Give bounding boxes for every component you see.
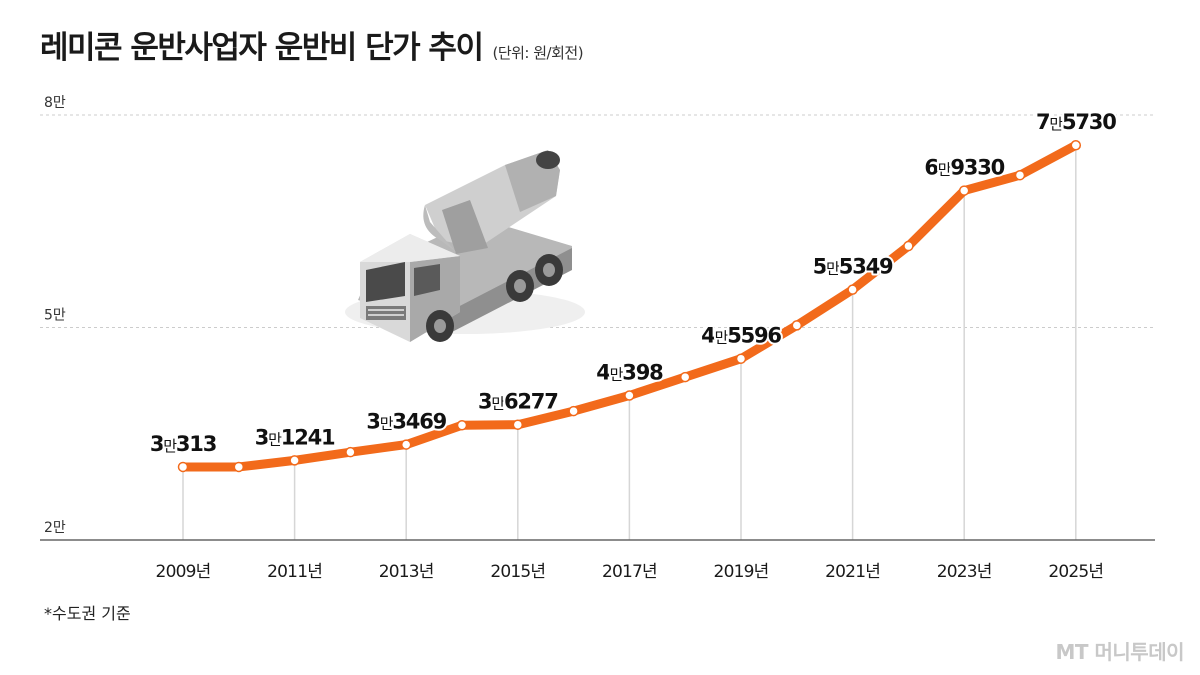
data-label: 3만6277 (478, 390, 558, 414)
data-point (345, 446, 356, 458)
data-point (624, 390, 635, 401)
data-point (512, 419, 524, 430)
x-tick-label: 2017년 (602, 562, 657, 582)
concrete-mixer-truck-icon (345, 150, 585, 342)
data-point (958, 185, 970, 196)
droplines (182, 145, 1077, 540)
data-labels: 3만313 3만1241 3만3469 3만6277 4만398 4만5596 5만5349… (148, 108, 1120, 458)
x-tick-label: 2023년 (937, 562, 992, 582)
data-point (233, 461, 245, 473)
data-label: 6만9330 (924, 156, 1004, 180)
data-point (400, 439, 412, 450)
title-row: 레미콘 운반사업자 운반비 단가 추이 (단위: 원/회전) (40, 22, 584, 67)
data-label: 3만313 (150, 432, 216, 456)
unit-label: (단위: 원/회전) (492, 44, 584, 62)
data-label: 4만5596 (701, 324, 781, 348)
y-tick-label: 2만 (44, 520, 66, 536)
data-markers (177, 139, 1082, 473)
chart-title: 레미콘 운반사업자 운반비 단가 추이 (40, 30, 484, 66)
x-tick-label: 2015년 (490, 562, 545, 582)
data-label: 3만3469 (366, 410, 446, 434)
x-tick-label: 2019년 (714, 562, 769, 582)
x-tick-labels: 2009년 2011년 2013년 2015년 2017년 2019년 2021년 2023년… (156, 562, 1105, 582)
y-tick-label: 8만 (44, 95, 66, 111)
data-label: 3만1241 (255, 425, 335, 449)
data-point (679, 371, 691, 383)
data-label: 7만5730 (1036, 110, 1116, 134)
data-point (791, 320, 803, 331)
x-tick-label: 2009년 (156, 562, 211, 582)
data-point (177, 461, 189, 473)
data-label: 5만5349 (813, 255, 893, 279)
data-point (568, 405, 579, 417)
publisher-logo: MT 머니투데이 (1055, 640, 1184, 664)
data-point (1014, 169, 1026, 181)
y-tick-label: 5만 (44, 308, 66, 324)
data-point (456, 420, 468, 431)
data-point (735, 353, 747, 364)
data-point (847, 284, 858, 295)
data-point (1070, 139, 1082, 151)
data-point (903, 240, 914, 252)
gridlines (40, 114, 1155, 328)
y-axis: 2만 5만 8만 (44, 95, 66, 536)
footnote: *수도권 기준 (44, 604, 131, 623)
x-tick-label: 2021년 (825, 562, 880, 582)
x-tick-label: 2025년 (1048, 562, 1103, 582)
data-point (289, 455, 300, 466)
x-tick-label: 2013년 (379, 562, 434, 582)
data-label: 4만398 (596, 361, 663, 385)
x-tick-label: 2011년 (267, 562, 322, 582)
